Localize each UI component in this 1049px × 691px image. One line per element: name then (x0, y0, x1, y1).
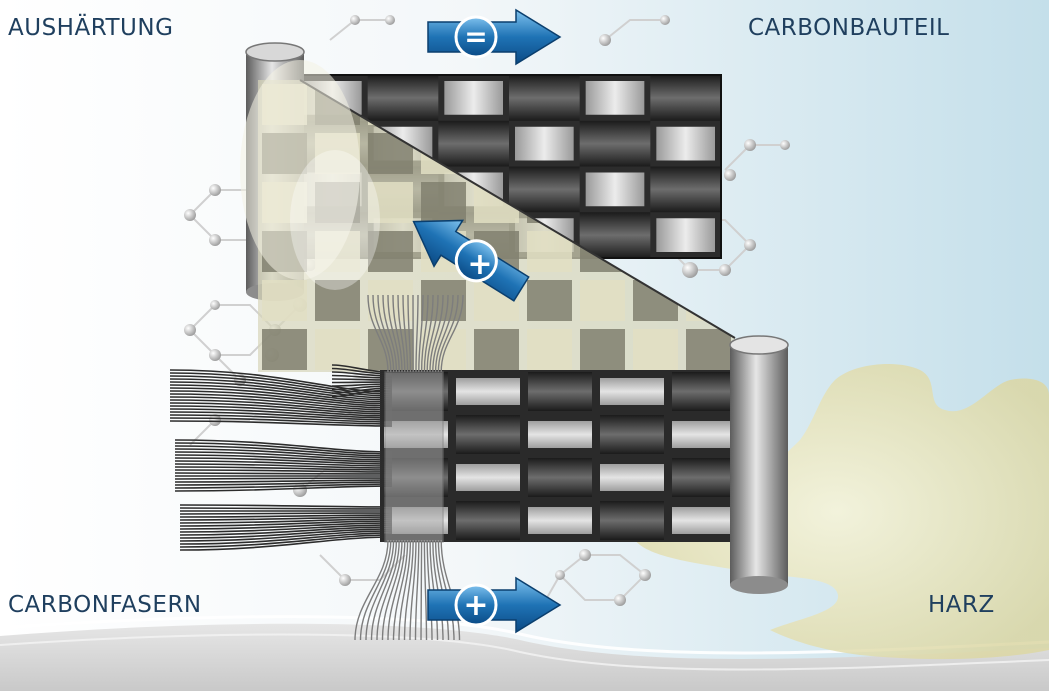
label-carbonfasern: CARBONFASERN (8, 592, 202, 618)
label-harz: HARZ (928, 592, 995, 618)
equals-arrow-icon: = (427, 8, 562, 66)
lower-roller (729, 335, 789, 594)
plus-symbol-middle: + (467, 247, 492, 282)
plus-arrow-bottom-icon: + (427, 576, 562, 634)
plus-symbol-bottom: + (463, 588, 488, 623)
equals-symbol: = (464, 20, 487, 53)
resin-splash (625, 364, 1049, 660)
carbon-fiber-bundles (169, 364, 393, 551)
plus-arrow-diagonal-icon: + (412, 219, 530, 302)
label-carbonbauteil: CARBONBAUTEIL (748, 15, 950, 41)
vertical-fiber-tow (354, 294, 464, 641)
label-aushaertung: AUSHÄRTUNG (8, 15, 174, 41)
